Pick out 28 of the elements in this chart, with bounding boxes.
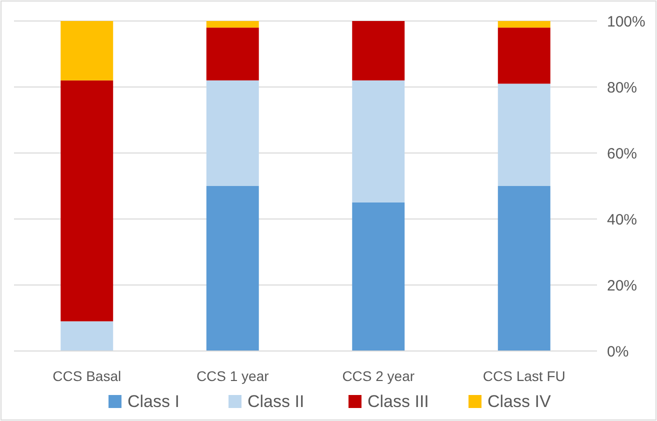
bar — [206, 28, 259, 80]
bar — [498, 21, 550, 28]
y-tick-label: 20% — [607, 277, 638, 294]
x-tick-label: CCS 2 year — [342, 368, 415, 384]
x-tick-label: CCS Basal — [52, 368, 122, 384]
y-tick-label: 100% — [607, 13, 646, 30]
y-tick-label: 0% — [607, 343, 629, 360]
bar — [60, 80, 114, 322]
bar — [60, 21, 114, 80]
y-tick-label: 80% — [607, 79, 638, 96]
bar — [498, 84, 550, 186]
legend-label: Class II — [248, 392, 304, 411]
bar — [206, 186, 259, 351]
bar — [206, 80, 259, 186]
y-tick-label: 40% — [607, 211, 638, 228]
bar — [352, 21, 405, 80]
x-tick-label: CCS Last FU — [482, 368, 566, 384]
x-tick-label: CCS 1 year — [196, 368, 270, 384]
bar — [352, 80, 405, 202]
legend-label: Class I — [128, 392, 180, 411]
bar — [498, 28, 550, 84]
y-tick-label: 60% — [607, 145, 638, 162]
bar — [60, 321, 114, 351]
bar — [498, 186, 550, 351]
legend-label: Class III — [368, 392, 429, 411]
bar — [352, 202, 405, 351]
bar — [206, 21, 259, 28]
legend-label: Class IV — [488, 392, 552, 411]
